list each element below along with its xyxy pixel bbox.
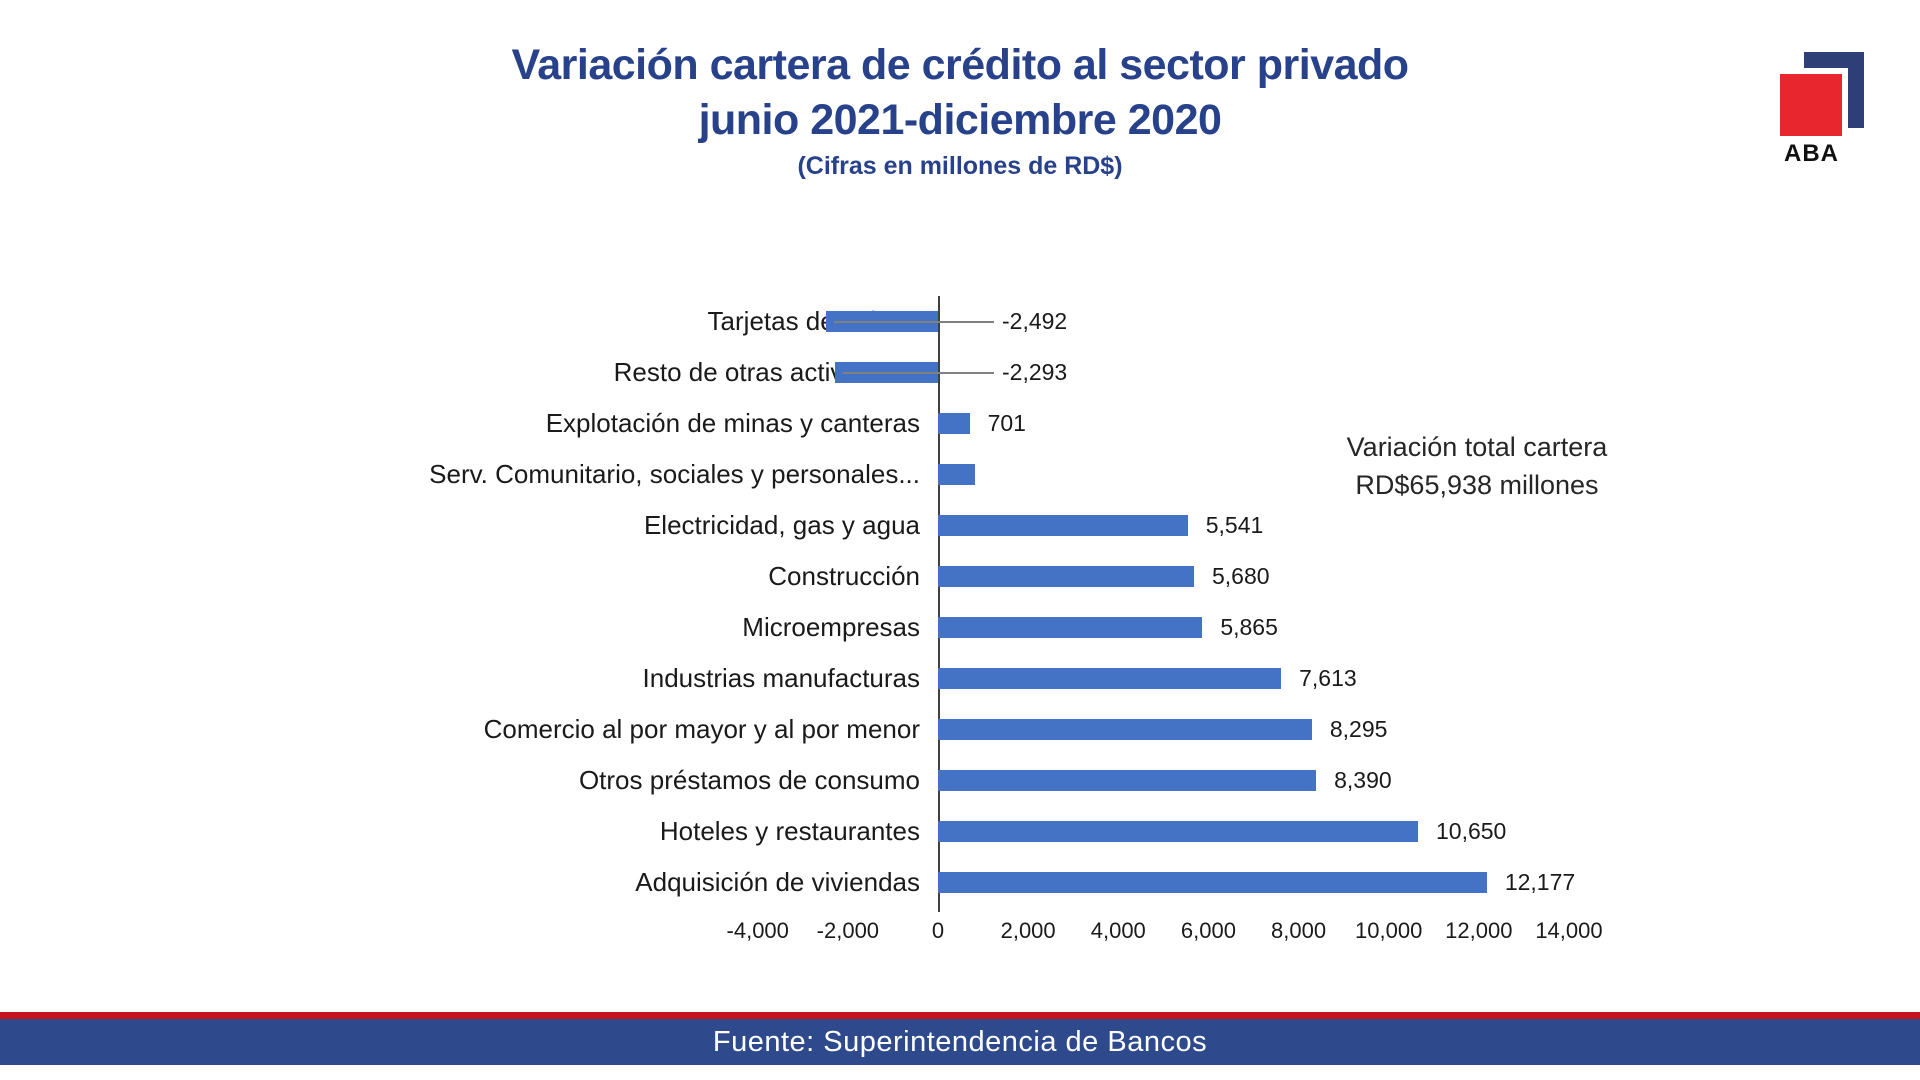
aba-logo: ABA [1778, 40, 1888, 170]
footer-red-stripe [0, 1012, 1920, 1019]
bar-value-label: 8,295 [1329, 715, 1388, 742]
bar [938, 566, 1194, 587]
x-axis-tick-label: 2,000 [1000, 918, 1056, 943]
bar-value-label: -2,293 [1002, 358, 1068, 385]
x-axis-tick-label: 14,000 [1535, 918, 1603, 943]
category-label: Industrias manufacturas [642, 662, 920, 693]
total-annotation-line1: Variación total cartera [1346, 432, 1608, 462]
x-axis-tick-label: -4,000 [726, 918, 789, 943]
leader-line [833, 320, 994, 323]
bar-value-label: 8,390 [1334, 766, 1392, 793]
bar-value-label: 10,650 [1435, 817, 1507, 844]
category-label: Adquisición de viviendas [635, 866, 920, 897]
bar-value-label: 5,680 [1211, 562, 1270, 589]
footer-source-text: Fuente: Superintendencia de Bancos [712, 1025, 1208, 1058]
logo-red-square [1780, 74, 1842, 136]
x-axis-tick-label: 4,000 [1090, 918, 1146, 943]
bar-value-label: -2,492 [1002, 307, 1068, 334]
x-axis-tick-label: 10,000 [1355, 918, 1423, 943]
bar [938, 515, 1188, 536]
bar [938, 821, 1418, 842]
page-title-line2: junio 2021-diciembre 2020 [698, 96, 1222, 144]
category-label: Serv. Comunitario, sociales y personales… [429, 458, 920, 489]
bar [938, 872, 1487, 893]
x-axis-tick-label: 8,000 [1271, 918, 1327, 943]
category-label: Otros préstamos de consumo [578, 764, 920, 795]
leader-line [842, 371, 994, 374]
bar-value-label: 701 [987, 409, 1026, 436]
category-label: Explotación de minas y canteras [545, 407, 920, 438]
category-label: Hoteles y restaurantes [659, 815, 920, 846]
x-axis-tick-label: 6,000 [1180, 918, 1236, 943]
x-axis-tick-label: 0 [931, 918, 945, 943]
category-label: Microempresas [742, 611, 920, 642]
bar-value-label: 12,177 [1504, 868, 1576, 895]
total-annotation-line2: RD$65,938 millones [1355, 470, 1599, 500]
bar [938, 464, 975, 485]
footer-band: Fuente: Superintendencia de Bancos [0, 1019, 1920, 1065]
category-label: Construcción [768, 560, 920, 591]
total-annotation: Variación total cartera RD$65,938 millon… [1317, 428, 1637, 504]
category-label: Electricidad, gas y agua [643, 509, 920, 540]
bar [938, 617, 1203, 638]
logo-text: ABA [1784, 140, 1839, 167]
bar [938, 668, 1282, 689]
zero-axis-line [938, 296, 940, 912]
bar-value-label: 7,613 [1299, 664, 1357, 691]
page-title-line1: Variación cartera de crédito al sector p… [511, 41, 1409, 89]
chart-subtitle: (Cifras en millones de RD$) [797, 152, 1123, 180]
bar [938, 770, 1317, 791]
bar-value-label: 5,865 [1220, 613, 1278, 640]
header: Variación cartera de crédito al sector p… [0, 38, 1920, 181]
x-axis-tick-label: -2,000 [816, 918, 880, 943]
bar [938, 413, 970, 434]
bar-value-label: 5,541 [1205, 511, 1264, 538]
bar [938, 719, 1312, 740]
logo-corner-shape [1804, 52, 1864, 128]
x-axis-tick-label: 12,000 [1445, 918, 1513, 943]
category-label: Comercio al por mayor y al por menor [483, 713, 920, 744]
